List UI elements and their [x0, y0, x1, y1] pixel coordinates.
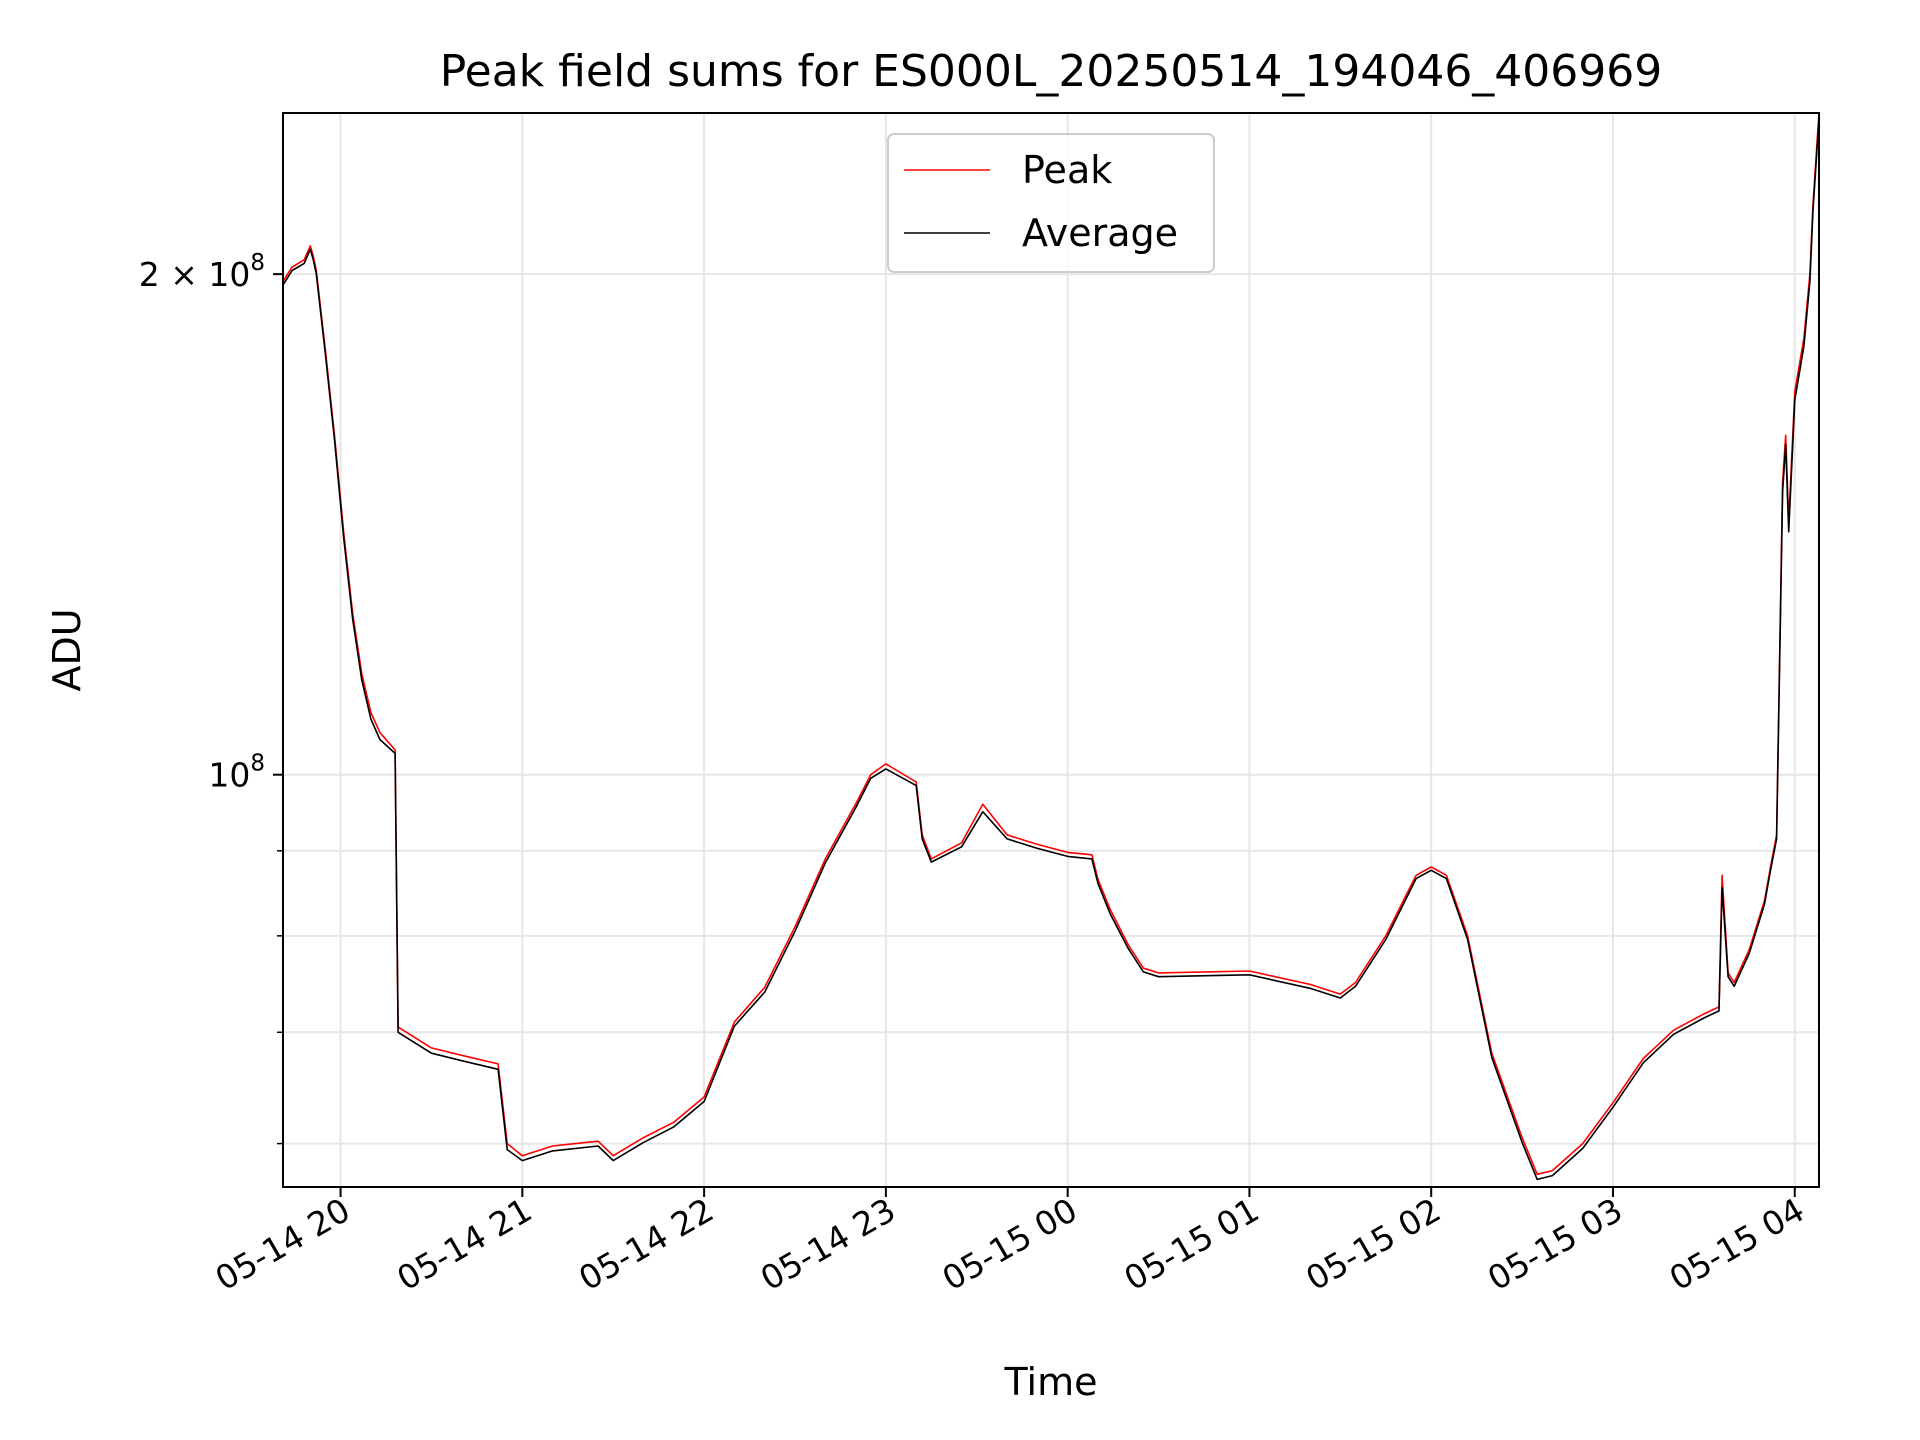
x-axis-label: Time	[1004, 1360, 1098, 1404]
series-layer	[283, 113, 1819, 1181]
series-line-average	[283, 118, 1819, 1181]
chart-title: Peak field sums for ES000L_20250514_1940…	[440, 46, 1663, 97]
legend-label-average: Average	[1022, 211, 1178, 255]
y-tick-label: 108	[208, 751, 265, 795]
y-axis-label: ADU	[45, 608, 89, 691]
plot-frame	[282, 112, 1820, 1188]
y-tick-label: 2 × 108	[139, 250, 265, 294]
grid	[283, 113, 1819, 1187]
legend-box	[887, 133, 1215, 273]
legend: Peak Average	[887, 133, 1215, 273]
legend-label-peak: Peak	[1022, 148, 1112, 192]
y-axis: 108 2 × 108	[139, 250, 283, 1145]
